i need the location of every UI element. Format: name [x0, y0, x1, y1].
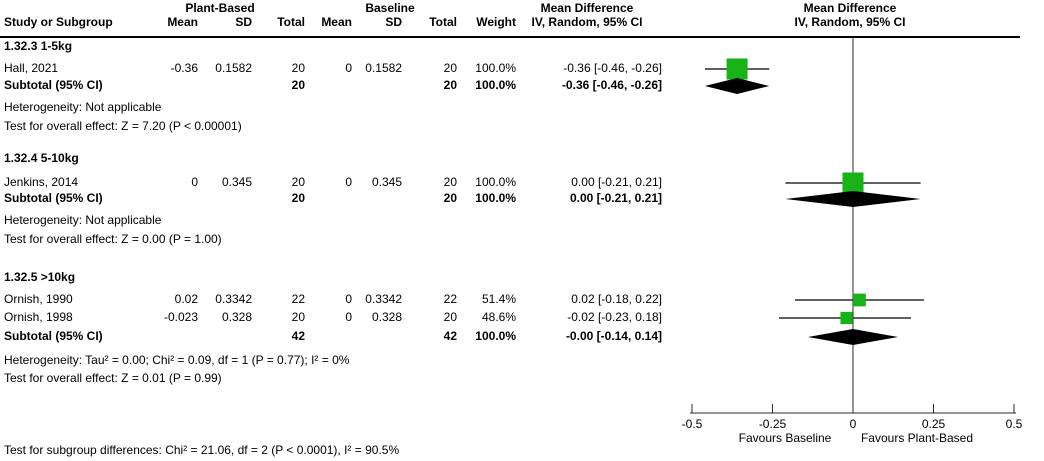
overall-effect-text: Test for overall effect: Z = 0.01 (P = 0…: [4, 371, 222, 385]
study-weight: 100.0%: [475, 175, 516, 189]
col-header-total-baseline: Total: [429, 15, 457, 29]
study-mean-plant: -0.023: [163, 310, 198, 324]
subgroup-differences-test: Test for subgroup differences: Chi² = 21…: [4, 443, 400, 457]
plot-header-method: IV, Random, 95% CI: [794, 15, 906, 29]
subtotal-label: Subtotal (95% CI): [4, 329, 103, 343]
subtotal-total-plant: 20: [291, 78, 305, 92]
study-mean-plant: 0: [191, 175, 198, 189]
study-name: Ornish, 1998: [4, 310, 73, 324]
tick-label: 0: [849, 417, 857, 431]
subtotal-total-baseline: 42: [443, 329, 457, 343]
study-ci-text: 0.02 [-0.18, 0.22]: [571, 292, 662, 306]
subgroup-label: 1.32.4 5-10kg: [4, 151, 79, 165]
study-weight: 51.4%: [481, 292, 516, 306]
stats-header-method: IV, Random, 95% CI: [531, 15, 643, 29]
subtotal-diamond: [704, 78, 770, 94]
overall-effect-text: Test for overall effect: Z = 0.00 (P = 1…: [4, 232, 222, 246]
tick-label: -0.25: [758, 417, 787, 431]
study-sd-plant: 0.328: [221, 310, 252, 324]
study-ci-text: -0.36 [-0.46, -0.26]: [563, 61, 662, 75]
subgroup-label: 1.32.5 >10kg: [4, 270, 76, 284]
col-header-mean-plant: Mean: [167, 15, 198, 29]
study-sd-baseline: 0.3342: [365, 292, 402, 306]
study-weight: 48.6%: [481, 310, 516, 324]
col-header-mean-baseline: Mean: [321, 15, 352, 29]
subtotal-diamond: [807, 329, 899, 345]
study-total-baseline: 20: [443, 310, 457, 324]
tick-label: 0.5: [1005, 417, 1023, 431]
subtotal-label: Subtotal (95% CI): [4, 78, 103, 92]
subtotal-total-baseline: 20: [443, 78, 457, 92]
study-name: Jenkins, 2014: [4, 175, 79, 189]
overall-effect-text: Test for overall effect: Z = 7.20 (P < 0…: [4, 119, 242, 133]
study-total-baseline: 20: [443, 175, 457, 189]
favours-left-label: Favours Baseline: [738, 431, 832, 445]
heterogeneity-text: Heterogeneity: Not applicable: [4, 213, 162, 227]
col-header-weight: Weight: [476, 15, 516, 29]
tick-label: -0.5: [681, 417, 703, 431]
study-mean-baseline: 0: [345, 292, 352, 306]
subtotal-total-plant: 20: [291, 191, 305, 205]
heterogeneity-text: Heterogeneity: Tau² = 0.00; Chi² = 0.09,…: [4, 353, 350, 367]
effect-square: [842, 172, 864, 194]
study-total-plant: 20: [291, 175, 305, 189]
study-sd-baseline: 0.345: [371, 175, 402, 189]
subtotal-ci-text: -0.36 [-0.46, -0.26]: [561, 78, 662, 92]
col-header-study: Study or Subgroup: [4, 15, 113, 29]
study-mean-baseline: 0: [345, 310, 352, 324]
subtotal-weight: 100.0%: [475, 191, 516, 205]
study-sd-baseline: 0.1582: [365, 61, 402, 75]
subtotal-total-baseline: 20: [443, 191, 457, 205]
group-header-plant-based: Plant-Based: [185, 1, 255, 15]
subtotal-label: Subtotal (95% CI): [4, 191, 103, 205]
study-mean-plant: -0.36: [170, 61, 198, 75]
group-header-baseline: Baseline: [365, 1, 415, 15]
tick-label: 0.25: [921, 417, 946, 431]
subtotal-ci-text: 0.00 [-0.21, 0.21]: [569, 191, 662, 205]
study-mean-plant: 0.02: [174, 292, 198, 306]
study-weight: 100.0%: [475, 61, 516, 75]
study-sd-baseline: 0.328: [371, 310, 402, 324]
study-sd-plant: 0.3342: [215, 292, 252, 306]
study-sd-plant: 0.345: [221, 175, 252, 189]
study-mean-baseline: 0: [345, 61, 352, 75]
effect-square: [840, 311, 853, 325]
study-mean-baseline: 0: [345, 175, 352, 189]
study-total-plant: 22: [291, 292, 305, 306]
heterogeneity-text: Heterogeneity: Not applicable: [4, 100, 162, 114]
effect-square: [726, 58, 748, 80]
study-name: Ornish, 1990: [4, 292, 73, 306]
subtotal-weight: 100.0%: [475, 78, 516, 92]
study-name: Hall, 2021: [4, 61, 59, 75]
col-header-sd-plant: SD: [235, 15, 252, 29]
subtotal-ci-text: -0.00 [-0.14, 0.14]: [565, 329, 662, 343]
plot-header-title: Mean Difference: [803, 1, 897, 15]
subgroup-label: 1.32.3 1-5kg: [4, 39, 73, 53]
col-header-total-plant: Total: [277, 15, 305, 29]
favours-right-label: Favours Plant-Based: [860, 431, 974, 445]
col-header-sd-baseline: SD: [385, 15, 402, 29]
study-total-baseline: 22: [443, 292, 457, 306]
study-total-plant: 20: [291, 61, 305, 75]
subtotal-weight: 100.0%: [475, 329, 516, 343]
effect-square: [853, 293, 866, 307]
study-ci-text: -0.02 [-0.23, 0.18]: [567, 310, 662, 324]
study-ci-text: 0.00 [-0.21, 0.21]: [571, 175, 662, 189]
subtotal-diamond: [785, 191, 921, 207]
study-total-plant: 20: [291, 310, 305, 324]
subtotal-total-plant: 42: [291, 329, 305, 343]
study-sd-plant: 0.1582: [215, 61, 252, 75]
stats-header-title: Mean Difference: [540, 1, 634, 15]
study-total-baseline: 20: [443, 61, 457, 75]
